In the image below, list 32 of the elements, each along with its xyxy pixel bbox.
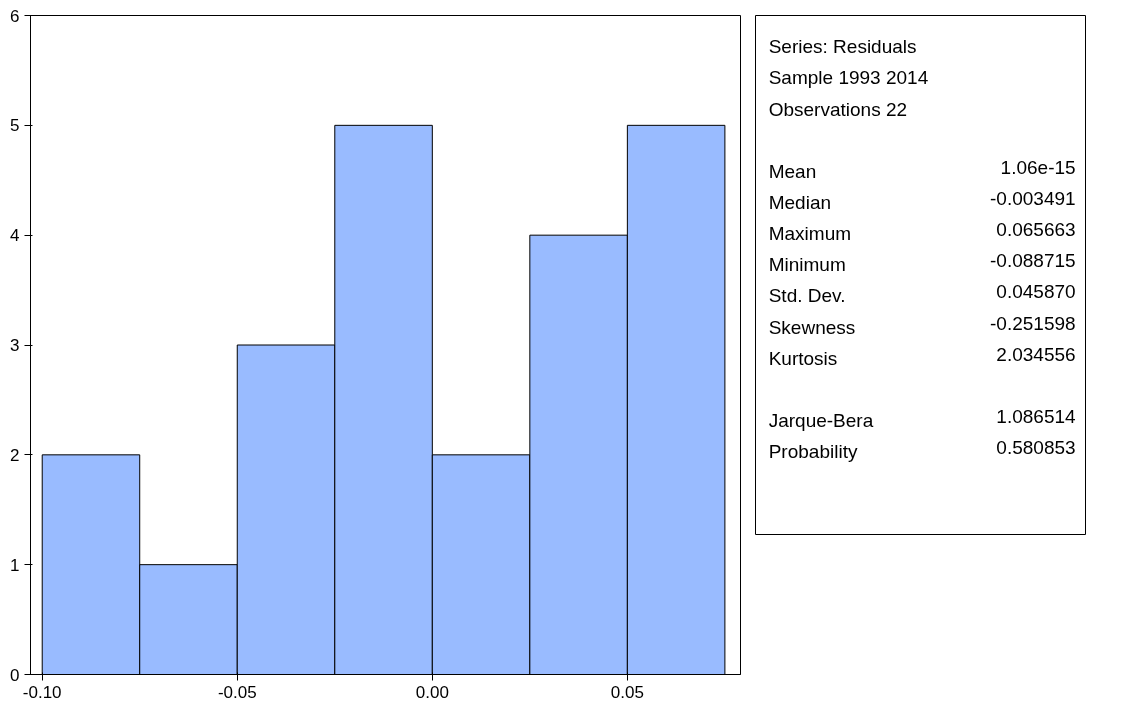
text: -0.088715 [990,250,1076,272]
text: 1.086514 [996,405,1077,427]
y-tick-label: 2 [10,445,20,465]
text: 2.034556 [996,343,1076,365]
text: Maximum [768,223,852,245]
x-tick-label: -0.05 [217,682,257,702]
y-tick-label: 1 [10,555,20,575]
text: 1.06e-15 [1000,156,1076,178]
y-tick-label: 4 [10,226,20,246]
text: -0.003491 [990,187,1076,209]
text: Jarque-Bera [768,409,874,431]
x-tick-label: -0.10 [22,682,62,702]
text: Median [768,191,832,213]
x-tick-label: 0.05 [610,682,644,702]
text: Observations 22 [768,98,908,120]
text: Minimum [768,254,846,276]
text: 0.580853 [996,437,1076,459]
text: 0.045870 [996,281,1076,303]
text: Probability [768,441,858,463]
text: Skewness [768,316,856,338]
text: Kurtosis [768,347,838,369]
text: Sample 1993 2014 [768,67,929,89]
text: Mean [768,160,817,182]
text: Series: Residuals [768,36,917,58]
text: 0.065663 [996,219,1076,241]
y-tick-label: 5 [10,116,20,136]
x-tick-label: 0.00 [415,682,449,702]
text: -0.251598 [990,312,1076,334]
text: Std. Dev. [768,285,846,307]
y-tick-label: 3 [10,336,20,355]
y-tick-label: 6 [10,6,20,26]
y-tick-label: 0 [10,665,20,685]
